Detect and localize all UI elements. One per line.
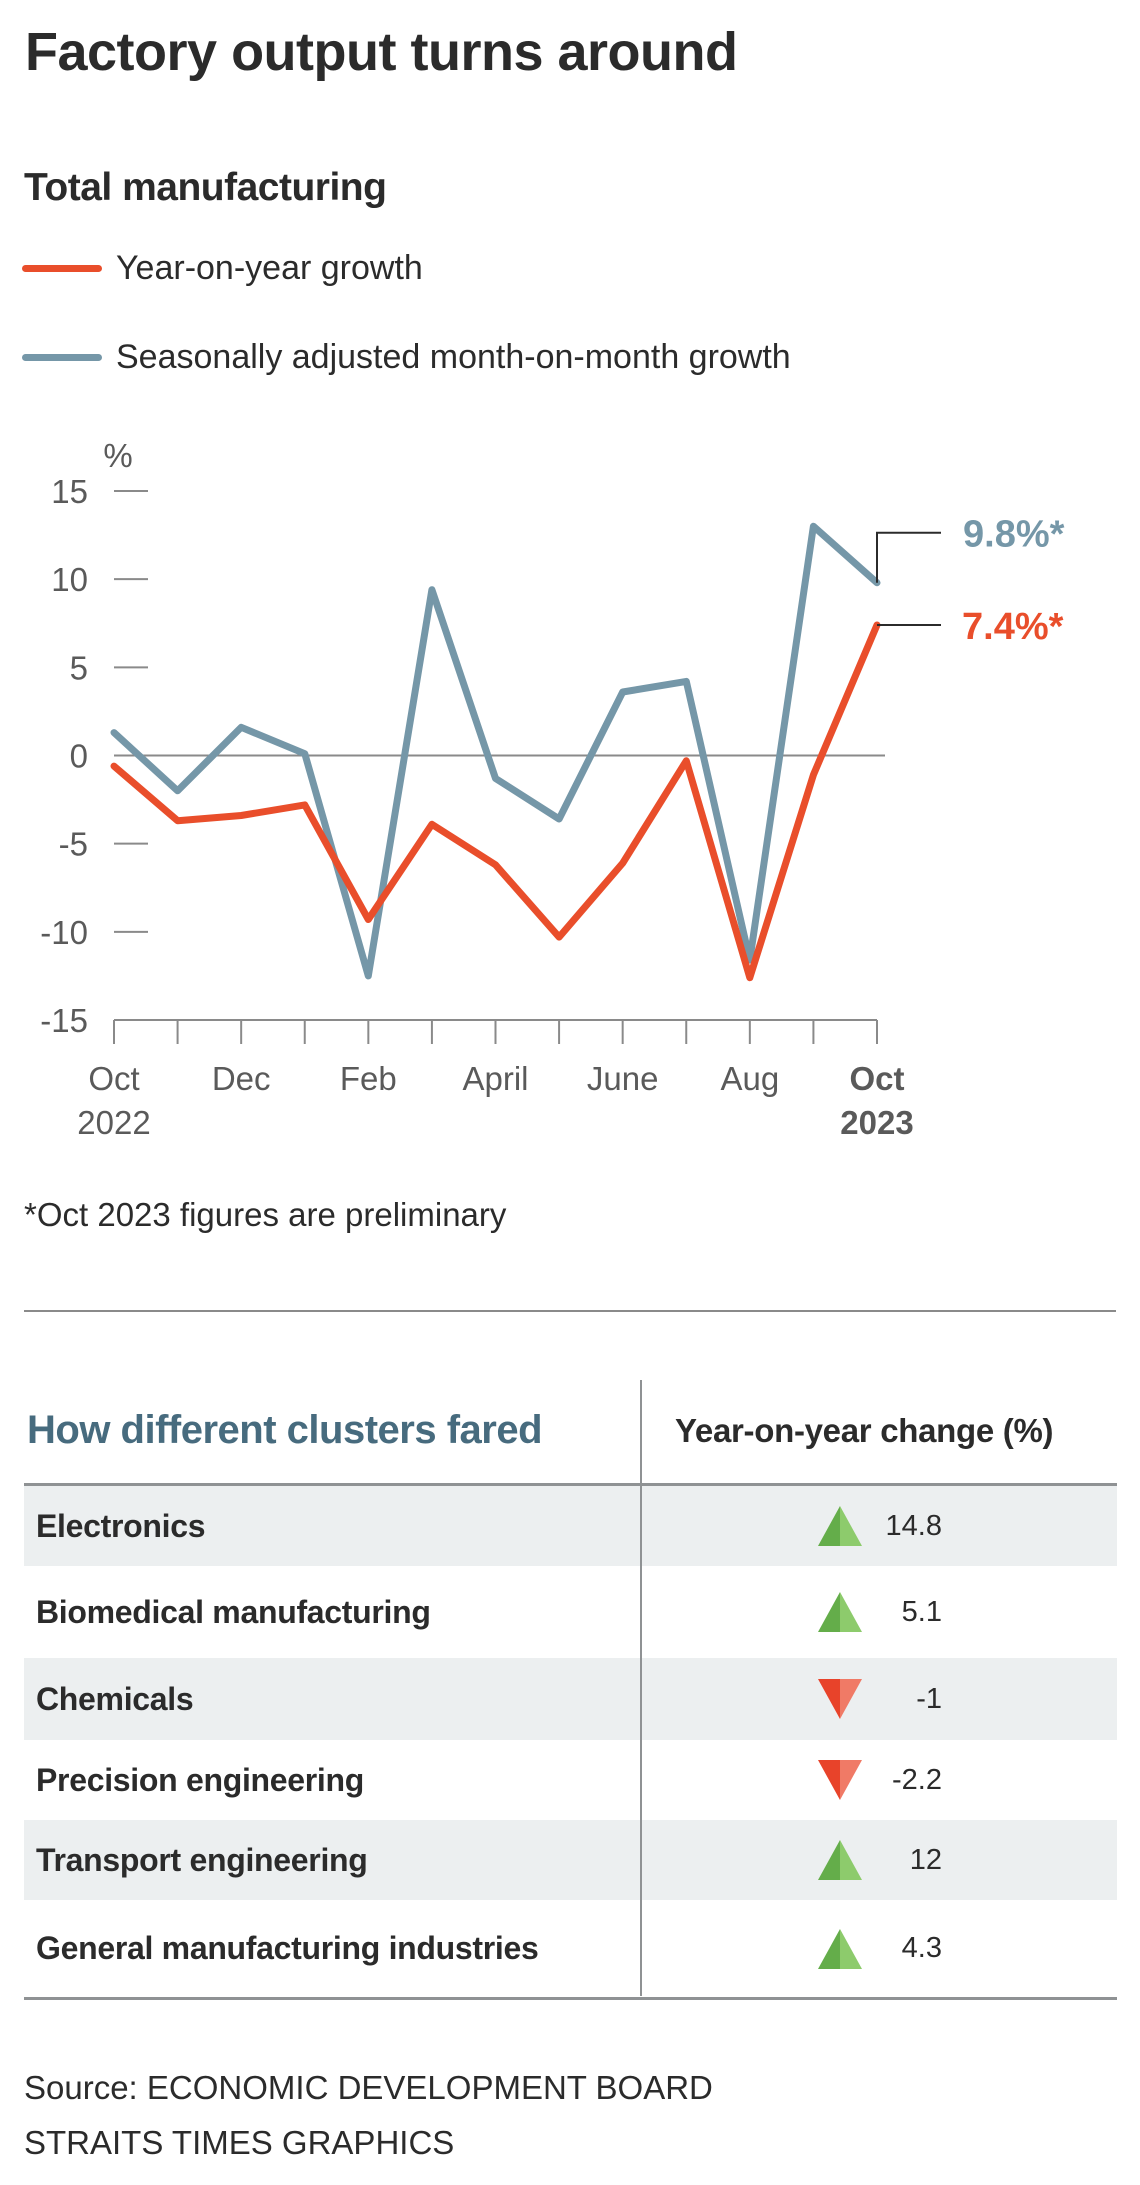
up-arrow-icon: [818, 1506, 862, 1546]
table-row: Transport engineering 12: [24, 1820, 1117, 1900]
cluster-name: Chemicals: [36, 1680, 194, 1717]
x-tick-label: Oct: [88, 1060, 139, 1097]
x-tick-label-year: 2022: [77, 1104, 150, 1140]
x-axis: Oct 2022 Dec Feb April June Aug Oct 2023: [77, 1019, 914, 1140]
table-header-clusters: How different clusters fared: [27, 1408, 543, 1452]
table-header-yoy-change: Year-on-year change (%): [675, 1412, 1054, 1449]
series-line-yoy: [110, 621, 881, 982]
y-tick-label: -5: [59, 826, 88, 863]
cluster-name: Precision engineering: [36, 1761, 365, 1798]
legend-swatch-yoy: [22, 264, 102, 272]
up-arrow-icon: [818, 1592, 862, 1632]
x-tick-label: Aug: [720, 1060, 779, 1097]
cluster-yoy-value: 4.3: [901, 1932, 942, 1964]
cluster-yoy-value: -2.2: [892, 1763, 942, 1796]
y-tick-label: 0: [70, 738, 88, 775]
y-axis-unit: %: [103, 437, 132, 474]
end-label-yoy: 7.4%*: [962, 606, 1064, 648]
up-arrow-icon: [818, 1840, 862, 1880]
table-row: Chemicals -1: [24, 1658, 1117, 1740]
x-tick-label: Feb: [340, 1060, 397, 1097]
x-tick-label: June: [587, 1060, 659, 1097]
y-tick-label: -10: [40, 914, 88, 951]
cluster-yoy-value: 5.1: [901, 1595, 942, 1628]
table-header: How different clusters fared Year-on-yea…: [24, 1380, 1117, 1486]
cluster-yoy-value: -1: [916, 1682, 942, 1715]
series-line-mom: [110, 522, 881, 980]
page-title: Factory output turns around: [25, 22, 738, 82]
legend-label-mom: Seasonally adjusted month-on-month growt…: [116, 338, 791, 376]
down-arrow-icon: [818, 1679, 862, 1719]
leader-line-mom: [876, 531, 941, 583]
y-tick-label: -15: [40, 1002, 88, 1039]
table-row: Precision engineering -2.2: [24, 1740, 1117, 1820]
down-arrow-icon: [818, 1760, 862, 1800]
cluster-yoy-value: 12: [909, 1843, 942, 1876]
x-tick-label: Oct: [849, 1060, 904, 1097]
table-column-divider: [640, 1380, 642, 1996]
cluster-yoy-value: 14.8: [885, 1509, 942, 1542]
cluster-name: Electronics: [36, 1507, 206, 1544]
table-body: Electronics 14.8 Biomedical manufacturing 5…: [24, 1486, 1117, 1997]
y-axis: 15 10 5 0 -5 -10 -15: [40, 473, 885, 1039]
chart-subtitle: Total manufacturing: [24, 166, 387, 209]
section-divider: [24, 1310, 1116, 1312]
cluster-name: Biomedical manufacturing: [36, 1593, 431, 1630]
table-row: Biomedical manufacturing 5.1: [24, 1566, 1117, 1658]
cluster-name: General manufacturing industries: [36, 1930, 539, 1966]
table-bottom-rule: [24, 1997, 1117, 2000]
source-note: Source: ECONOMIC DEVELOPMENT BOARD: [24, 2069, 713, 2106]
up-arrow-icon: [818, 1928, 862, 1969]
legend-label-yoy: Year-on-year growth: [116, 249, 423, 287]
y-tick-label: 15: [51, 473, 88, 510]
legend-swatch-mom: [22, 353, 102, 361]
credit-note: STRAITS TIMES GRAPHICS: [24, 2124, 455, 2161]
end-label-mom: 9.8%*: [963, 514, 1065, 556]
end-labels: 9.8%* 7.4%*: [876, 514, 1065, 648]
table-row: Electronics 14.8: [24, 1486, 1117, 1566]
footnote: *Oct 2023 figures are preliminary: [24, 1196, 507, 1233]
x-tick-label: Dec: [212, 1060, 271, 1097]
legend-item-mom: Seasonally adjusted month-on-month growt…: [22, 337, 791, 377]
table-row: General manufacturing industries 4.3: [24, 1900, 1117, 1997]
clusters-table: How different clusters fared Year-on-yea…: [24, 1380, 1117, 2000]
x-tick-label: April: [462, 1060, 528, 1097]
y-tick-label: 5: [70, 649, 88, 686]
legend-item-yoy: Year-on-year growth: [22, 248, 423, 288]
x-tick-label-year: 2023: [840, 1104, 913, 1140]
cluster-name: Transport engineering: [36, 1841, 368, 1878]
y-tick-label: 10: [51, 561, 88, 598]
line-chart: % 15 10 5 0 -5 -10 -15 Oct 2022 Dec Feb April June A…: [40, 437, 1065, 1140]
series-layer: [110, 522, 881, 982]
